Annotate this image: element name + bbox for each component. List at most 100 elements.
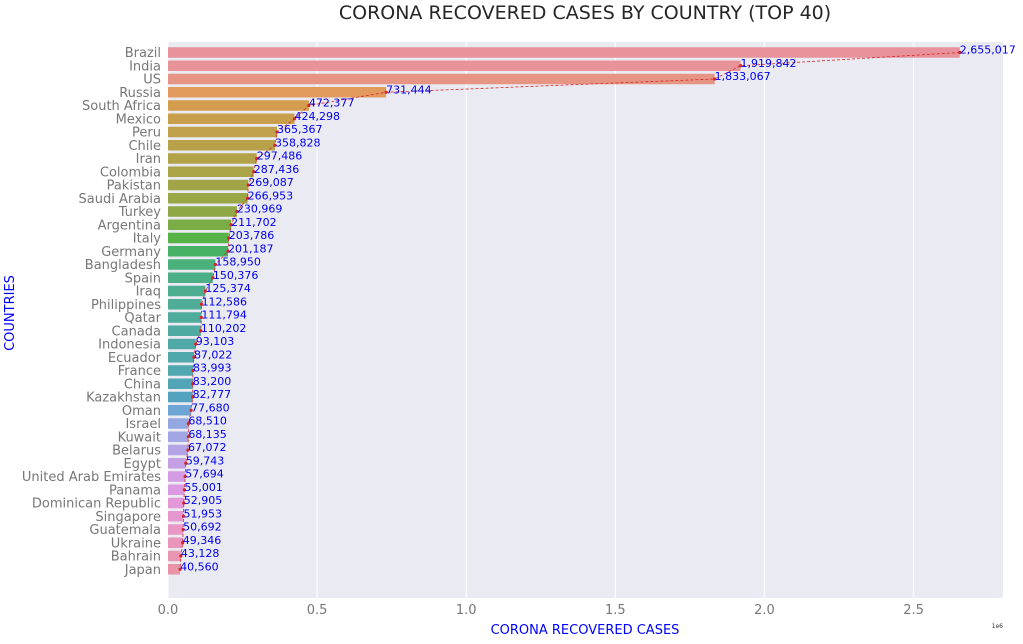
bar (168, 113, 295, 124)
value-label: 158,950 (215, 256, 261, 269)
y-tick-label: Germany (101, 245, 161, 260)
trend-point (191, 368, 195, 373)
trend-point (179, 554, 183, 558)
value-label: 49,346 (183, 534, 222, 547)
value-label: 77,680 (191, 401, 230, 414)
value-label: 43,128 (181, 547, 220, 560)
value-label: 93,103 (196, 335, 235, 348)
value-label: 83,993 (193, 362, 232, 375)
value-label: 230,969 (237, 203, 282, 216)
value-label: 87,022 (194, 348, 233, 361)
y-tick-label: Iran (136, 152, 161, 167)
bar (168, 458, 186, 469)
bar (168, 471, 186, 482)
value-label: 472,377 (309, 97, 355, 110)
trend-point (292, 117, 297, 121)
y-tick-label: Bahrain (111, 550, 161, 565)
bar (168, 232, 229, 244)
y-tick-label: Russia (119, 86, 161, 101)
y-tick-label: China (124, 377, 161, 392)
y-tick-label: United Arab Emirates (22, 470, 161, 485)
value-label: 201,187 (228, 242, 273, 255)
value-label: 83,200 (193, 375, 232, 388)
value-label: 110,202 (201, 322, 247, 335)
value-label: 287,436 (254, 163, 300, 176)
trend-line-layer (178, 50, 962, 571)
value-label: 203,786 (229, 229, 275, 242)
bar (168, 511, 184, 522)
chart-title: CORONA RECOVERED CASES BY COUNTRY (TOP 4… (339, 2, 831, 24)
value-label: 731,444 (386, 83, 432, 96)
y-tick-label: Singapore (95, 510, 161, 525)
trend-point (958, 50, 962, 55)
trend-point (182, 488, 187, 492)
y-tick-label: Ecuador (108, 351, 162, 366)
trend-point (227, 236, 231, 240)
x-axis-label: CORONA RECOVERED CASES (491, 623, 680, 638)
bar (168, 444, 189, 456)
value-label: 52,905 (184, 494, 223, 507)
trend-point (183, 474, 187, 479)
value-label: 67,072 (188, 441, 227, 454)
trend-point (226, 249, 230, 253)
value-label: 82,777 (193, 388, 232, 401)
value-label: 59,743 (186, 454, 225, 467)
value-label: 358,828 (275, 136, 321, 149)
y-axis-label: COUNTRIES (3, 275, 18, 351)
bar (168, 100, 309, 111)
value-label: 1,919,842 (741, 57, 797, 70)
value-label: 125,374 (205, 282, 251, 295)
bar (168, 564, 181, 575)
bar (168, 484, 185, 495)
y-tick-label: Kazakhstan (86, 391, 161, 406)
bar (168, 60, 741, 71)
trend-line (179, 52, 960, 570)
value-label: 111,794 (201, 309, 247, 322)
y-tick-label: Pakistan (107, 179, 161, 194)
bar (168, 391, 193, 403)
trend-point (199, 329, 203, 333)
bar (168, 193, 248, 204)
trend-point (191, 395, 195, 399)
y-tick-label: US (143, 73, 161, 88)
y-tick-label: Spain (125, 271, 161, 286)
trend-point (181, 527, 185, 532)
value-label: 112,586 (202, 295, 248, 308)
value-label: 297,486 (257, 150, 303, 163)
bar (168, 338, 196, 350)
trend-point (235, 209, 239, 214)
bar (168, 418, 189, 429)
y-tick-label: Egypt (123, 457, 161, 472)
y-tick-label: Dominican Republic (32, 497, 161, 512)
trend-point (181, 541, 185, 545)
trend-point (186, 448, 190, 452)
trend-point (189, 408, 193, 412)
value-label: 57,694 (185, 468, 224, 481)
value-label: 68,135 (188, 428, 227, 441)
trend-point (181, 514, 186, 518)
y-tick-label: France (118, 364, 161, 379)
trend-point (186, 421, 191, 426)
y-tick-label: Peru (132, 126, 161, 141)
value-label: 365,367 (277, 123, 323, 136)
x-tick-label: 2.0 (754, 603, 775, 618)
trend-point (182, 501, 186, 505)
y-tick-label: Oman (122, 404, 161, 419)
x-tick-labels: 0.0 0.5 1.0 1.5 2.0 2.5 (158, 603, 924, 618)
trend-point (186, 435, 190, 439)
bar (168, 497, 184, 509)
trend-point (229, 223, 233, 227)
y-tick-label: India (129, 59, 161, 74)
y-tick-label: Ukraine (111, 536, 161, 551)
bar (168, 524, 184, 535)
y-tick-label: Canada (112, 324, 161, 339)
bar (168, 206, 237, 217)
bar (168, 405, 192, 416)
x-tick-label: 1.0 (456, 603, 477, 618)
y-tick-label: Italy (133, 232, 162, 247)
bars (168, 47, 960, 575)
value-label: 55,001 (184, 481, 223, 494)
y-tick-label: Guatemala (89, 523, 161, 538)
bar (168, 153, 257, 164)
